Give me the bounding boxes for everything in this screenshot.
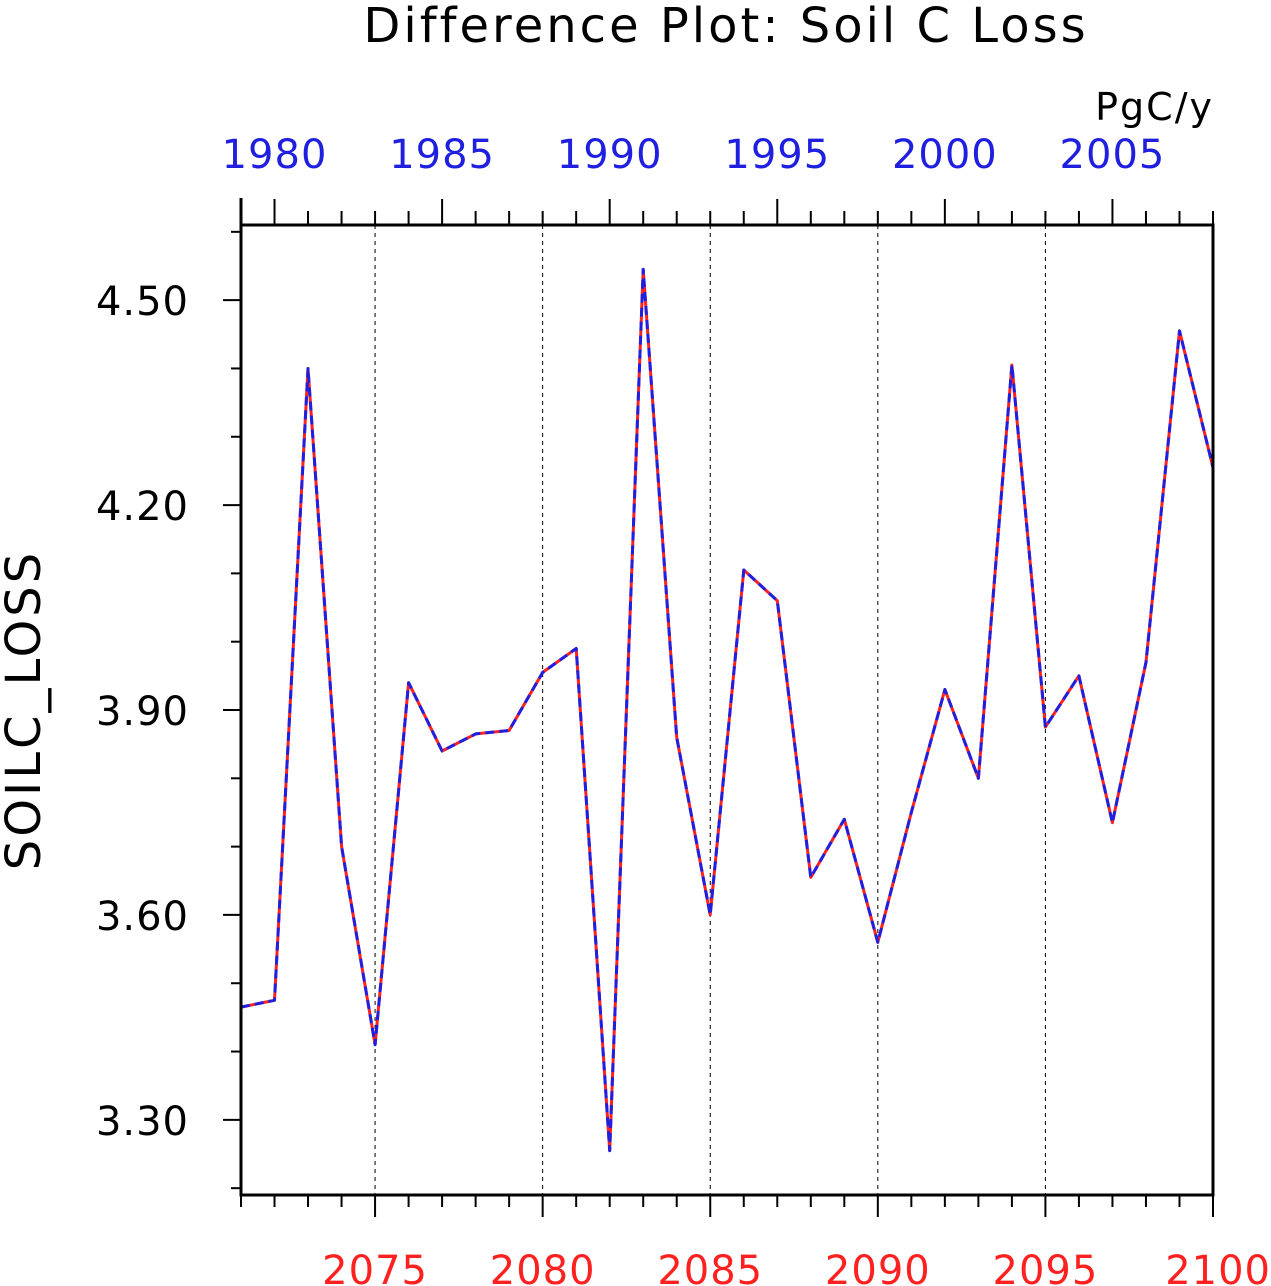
y-tick-label: 3.60 bbox=[96, 894, 189, 940]
y-axis-label: SOILC_LOSS bbox=[0, 550, 52, 870]
series-line-dashed bbox=[240, 267, 1215, 1153]
bottom-x-axis: 2075 2080 2085 2090 2095 2100 bbox=[240, 1195, 1271, 1286]
top-tick-label: 1995 bbox=[724, 132, 830, 178]
bottom-tick-label: 2085 bbox=[657, 1248, 763, 1286]
chart-title: Difference Plot: Soil C Loss bbox=[363, 0, 1088, 54]
units-label: PgC/y bbox=[1095, 85, 1214, 129]
grid-lines bbox=[374, 225, 1046, 1195]
series-layer bbox=[240, 267, 1215, 1153]
top-tick-label: 2005 bbox=[1060, 132, 1166, 178]
bottom-tick-label: 2075 bbox=[322, 1248, 428, 1286]
top-tick-label: 1985 bbox=[389, 132, 495, 178]
bottom-tick-label: 2095 bbox=[993, 1248, 1099, 1286]
top-tick-label: 1990 bbox=[557, 132, 663, 178]
y-tick-label: 3.30 bbox=[96, 1099, 189, 1145]
series-line-solid bbox=[240, 267, 1215, 1153]
bottom-tick-label: 2080 bbox=[490, 1248, 596, 1286]
y-axis: 3.30 3.60 3.90 4.20 4.50 bbox=[96, 230, 241, 1190]
y-tick-label: 4.20 bbox=[96, 484, 189, 530]
y-tick-label: 3.90 bbox=[96, 689, 189, 735]
top-x-axis: 1980 1985 1990 1995 2000 2005 bbox=[222, 132, 1214, 225]
bottom-tick-label: 2100 bbox=[1165, 1248, 1271, 1286]
plot-frame bbox=[239, 223, 1215, 1197]
top-tick-label: 2000 bbox=[892, 132, 998, 178]
bottom-tick-label: 2090 bbox=[825, 1248, 931, 1286]
y-tick-label: 4.50 bbox=[96, 279, 189, 325]
top-tick-label: 1980 bbox=[222, 132, 328, 178]
